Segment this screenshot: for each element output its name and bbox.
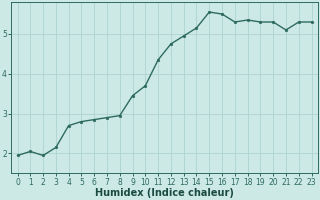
- X-axis label: Humidex (Indice chaleur): Humidex (Indice chaleur): [95, 188, 234, 198]
